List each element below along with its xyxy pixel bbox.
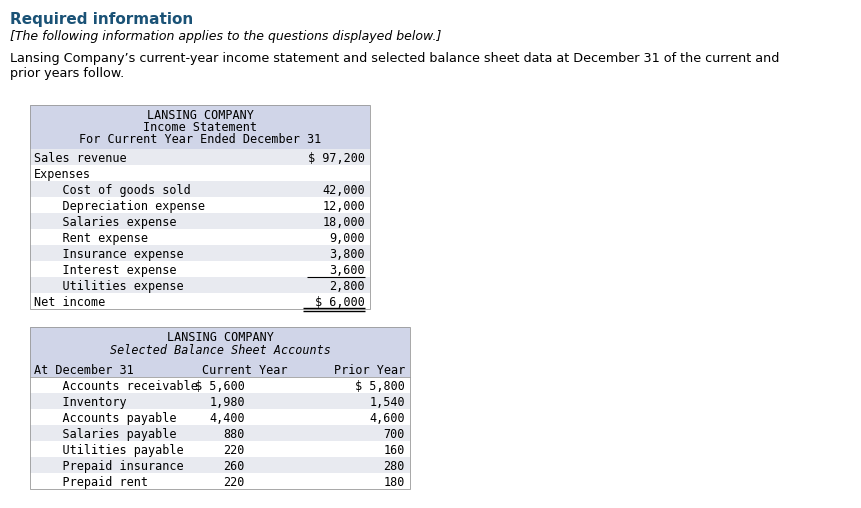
Text: 1,980: 1,980 <box>209 396 245 409</box>
Text: Prepaid rent: Prepaid rent <box>34 476 148 489</box>
Text: Cost of goods sold: Cost of goods sold <box>34 184 190 197</box>
Bar <box>30 213 369 229</box>
Text: $ 6,000: $ 6,000 <box>315 296 364 309</box>
Text: Salaries payable: Salaries payable <box>34 428 177 441</box>
Text: Depreciation expense: Depreciation expense <box>34 200 205 213</box>
Text: [The following information applies to the questions displayed below.]: [The following information applies to th… <box>10 30 441 43</box>
Bar <box>30 149 369 165</box>
Bar <box>30 293 369 309</box>
Text: Expenses: Expenses <box>34 168 91 181</box>
Bar <box>30 327 410 361</box>
Bar <box>30 441 410 457</box>
Text: At December 31: At December 31 <box>34 364 133 377</box>
Bar <box>30 473 410 489</box>
Text: Rent expense: Rent expense <box>34 232 148 245</box>
Text: 12,000: 12,000 <box>322 200 364 213</box>
Text: $ 5,800: $ 5,800 <box>355 380 405 393</box>
Bar <box>30 181 369 197</box>
Text: Utilities expense: Utilities expense <box>34 280 183 293</box>
Text: Accounts payable: Accounts payable <box>34 412 177 425</box>
Text: Utilities payable: Utilities payable <box>34 444 183 457</box>
Bar <box>30 105 369 149</box>
Text: Salaries expense: Salaries expense <box>34 216 177 229</box>
Bar <box>30 425 410 441</box>
Text: 1,540: 1,540 <box>369 396 405 409</box>
Text: 3,600: 3,600 <box>329 264 364 277</box>
Text: For Current Year Ended December 31: For Current Year Ended December 31 <box>79 133 321 146</box>
Text: 260: 260 <box>223 460 245 473</box>
Bar <box>30 457 410 473</box>
Text: $ 5,600: $ 5,600 <box>195 380 245 393</box>
Text: 4,600: 4,600 <box>369 412 405 425</box>
Bar <box>30 393 410 409</box>
Text: prior years follow.: prior years follow. <box>10 67 124 80</box>
Text: 160: 160 <box>383 444 405 457</box>
Text: 42,000: 42,000 <box>322 184 364 197</box>
Text: Prior Year: Prior Year <box>333 364 405 377</box>
Text: 280: 280 <box>383 460 405 473</box>
Text: Current Year: Current Year <box>202 364 288 377</box>
Bar <box>30 245 369 261</box>
Text: 9,000: 9,000 <box>329 232 364 245</box>
Text: 3,800: 3,800 <box>329 248 364 261</box>
Text: 220: 220 <box>223 476 245 489</box>
Bar <box>30 105 369 309</box>
Bar <box>30 165 369 181</box>
Bar <box>30 277 369 293</box>
Text: 2,800: 2,800 <box>329 280 364 293</box>
Text: LANSING COMPANY: LANSING COMPANY <box>146 109 253 122</box>
Text: $ 97,200: $ 97,200 <box>307 152 364 165</box>
Text: 180: 180 <box>383 476 405 489</box>
Text: 4,400: 4,400 <box>209 412 245 425</box>
Text: LANSING COMPANY: LANSING COMPANY <box>166 331 273 344</box>
Text: Selected Balance Sheet Accounts: Selected Balance Sheet Accounts <box>109 344 330 357</box>
Text: Inventory: Inventory <box>34 396 127 409</box>
Text: 880: 880 <box>223 428 245 441</box>
Text: Accounts receivable: Accounts receivable <box>34 380 198 393</box>
Text: Prepaid insurance: Prepaid insurance <box>34 460 183 473</box>
Bar <box>30 229 369 245</box>
Text: 18,000: 18,000 <box>322 216 364 229</box>
Text: 700: 700 <box>383 428 405 441</box>
Text: Required information: Required information <box>10 12 193 27</box>
Bar <box>30 361 410 377</box>
Text: Income Statement: Income Statement <box>143 121 257 134</box>
Bar <box>30 197 369 213</box>
Bar <box>30 327 410 489</box>
Bar <box>30 377 410 393</box>
Text: Net income: Net income <box>34 296 105 309</box>
Text: Lansing Company’s current-year income statement and selected balance sheet data : Lansing Company’s current-year income st… <box>10 52 778 65</box>
Bar <box>30 409 410 425</box>
Text: Interest expense: Interest expense <box>34 264 177 277</box>
Text: 220: 220 <box>223 444 245 457</box>
Text: Sales revenue: Sales revenue <box>34 152 127 165</box>
Bar <box>30 261 369 277</box>
Text: Insurance expense: Insurance expense <box>34 248 183 261</box>
